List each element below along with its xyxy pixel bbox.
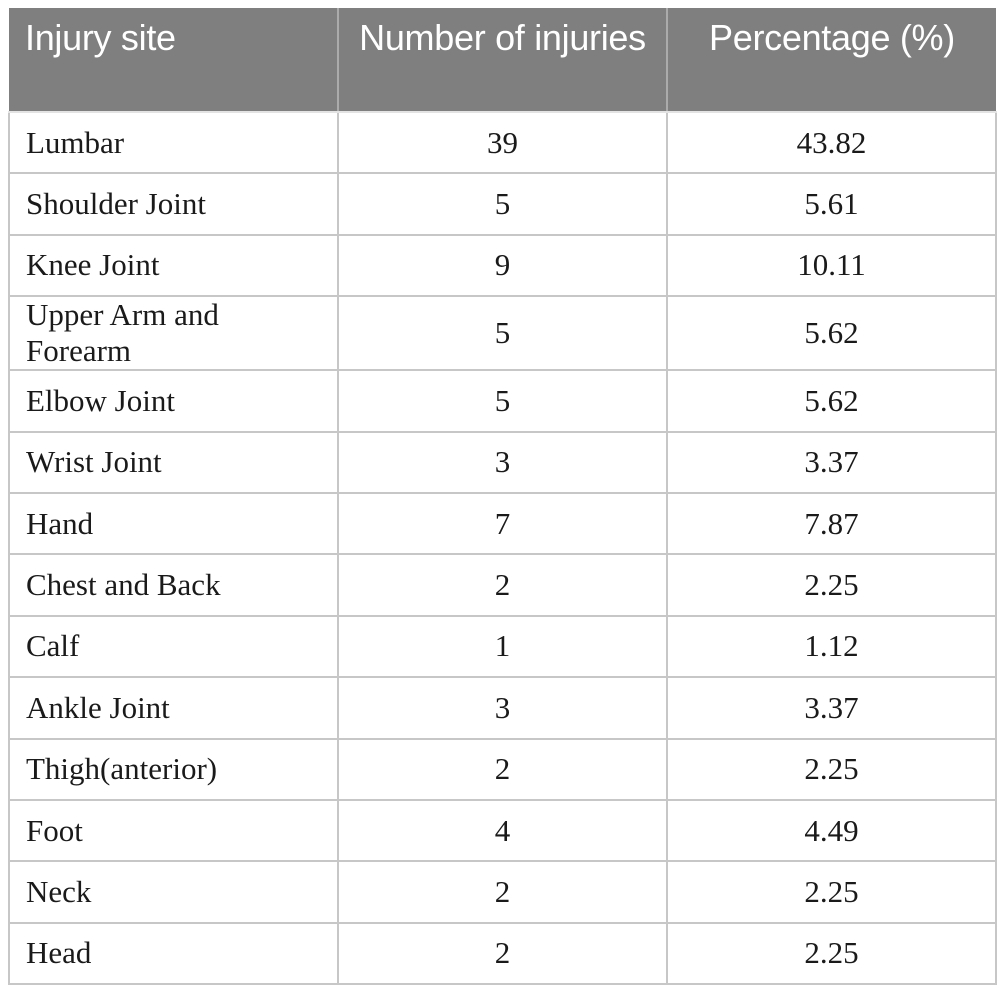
percentage-cell: 43.82 — [666, 112, 997, 175]
table-row: Head 2 2.25 — [8, 922, 997, 986]
injury-count-cell: 3 — [337, 431, 667, 494]
injury-count-cell: 2 — [337, 861, 667, 924]
percentage-cell: 4.49 — [666, 799, 997, 863]
injury-site-cell: Lumbar — [8, 112, 338, 175]
injury-site-cell: Calf — [8, 615, 338, 679]
injury-site-cell: Neck — [8, 861, 338, 924]
percentage-cell: 5.62 — [666, 296, 997, 372]
injury-table-container: Injury site Number of injuries Percentag… — [8, 8, 997, 986]
column-header-percentage: Percentage (%) — [666, 8, 996, 113]
injury-site-cell: Head — [8, 922, 338, 986]
table-row: Shoulder Joint 5 5.61 — [8, 173, 997, 236]
column-header-injury-site: Injury site — [9, 8, 338, 113]
injury-site-cell: Wrist Joint — [8, 431, 338, 494]
injury-count-cell: 5 — [337, 370, 667, 433]
injury-count-cell: 1 — [337, 615, 667, 679]
injury-site-cell: Foot — [8, 799, 338, 863]
table-header: Injury site Number of injuries Percentag… — [9, 8, 996, 113]
percentage-cell: 2.25 — [666, 554, 997, 617]
percentage-cell: 2.25 — [666, 922, 997, 986]
injury-count-cell: 3 — [337, 677, 667, 740]
header-row: Injury site Number of injuries Percentag… — [9, 8, 996, 113]
injury-site-cell: Elbow Joint — [8, 370, 338, 433]
table-row: Chest and Back 2 2.25 — [8, 554, 997, 617]
injury-site-cell: Hand — [8, 492, 338, 556]
injury-table: Injury site Number of injuries Percentag… — [8, 8, 997, 986]
injury-site-cell: Upper Arm and Forearm — [8, 296, 338, 372]
percentage-cell: 2.25 — [666, 738, 997, 801]
table-row: Neck 2 2.25 — [8, 861, 997, 924]
table-row: Lumbar 39 43.82 — [8, 112, 997, 175]
injury-count-cell: 9 — [337, 234, 667, 298]
injury-count-cell: 2 — [337, 922, 667, 986]
injury-count-cell: 39 — [337, 112, 667, 175]
column-header-number-of-injuries: Number of injuries — [337, 8, 667, 113]
percentage-cell: 5.62 — [666, 370, 997, 433]
injury-site-cell: Chest and Back — [8, 554, 338, 617]
percentage-cell: 5.61 — [666, 173, 997, 236]
table-row: Ankle Joint 3 3.37 — [8, 677, 997, 740]
table-row: Foot 4 4.49 — [8, 799, 997, 863]
injury-count-cell: 4 — [337, 799, 667, 863]
injury-site-cell: Thigh(anterior) — [8, 738, 338, 801]
percentage-cell: 2.25 — [666, 861, 997, 924]
injury-site-cell: Knee Joint — [8, 234, 338, 298]
injury-site-cell: Shoulder Joint — [8, 173, 338, 236]
injury-count-cell: 2 — [337, 554, 667, 617]
table-body: Lumbar 39 43.82 Shoulder Joint 5 5.61 Knee Joi… — [8, 112, 997, 986]
injury-site-cell: Ankle Joint — [8, 677, 338, 740]
injury-count-cell: 7 — [337, 492, 667, 556]
table-row: Knee Joint 9 10.11 — [8, 234, 997, 298]
injury-count-cell: 5 — [337, 296, 667, 372]
injury-count-cell: 2 — [337, 738, 667, 801]
table-row: Thigh(anterior) 2 2.25 — [8, 738, 997, 801]
percentage-cell: 3.37 — [666, 431, 997, 494]
table-row: Upper Arm and Forearm 5 5.62 — [8, 296, 997, 372]
percentage-cell: 1.12 — [666, 615, 997, 679]
injury-count-cell: 5 — [337, 173, 667, 236]
percentage-cell: 3.37 — [666, 677, 997, 740]
percentage-cell: 7.87 — [666, 492, 997, 556]
table-row: Hand 7 7.87 — [8, 492, 997, 556]
table-row: Calf 1 1.12 — [8, 615, 997, 679]
table-row: Wrist Joint 3 3.37 — [8, 431, 997, 494]
table-row: Elbow Joint 5 5.62 — [8, 370, 997, 433]
percentage-cell: 10.11 — [666, 234, 997, 298]
